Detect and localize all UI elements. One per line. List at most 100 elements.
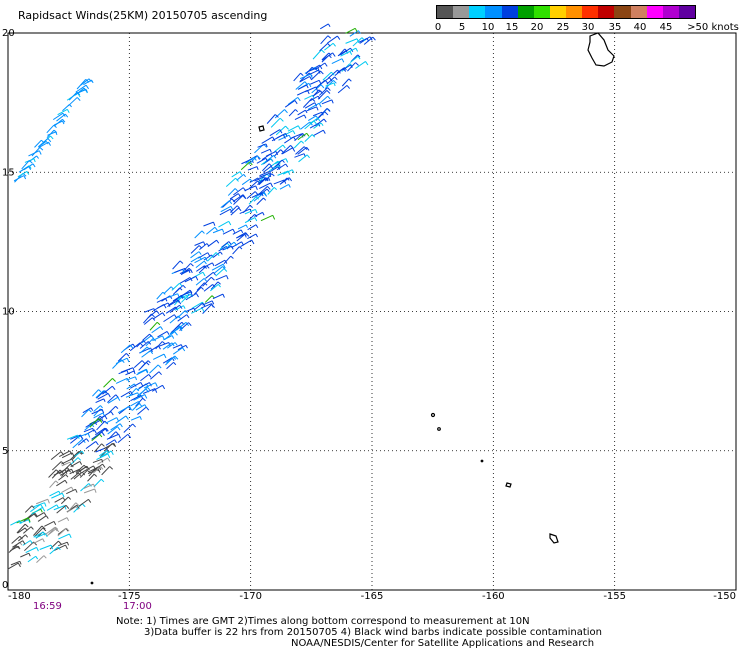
wind-barb [198, 265, 210, 274]
wind-barb [12, 540, 26, 548]
wind-barb [53, 544, 68, 552]
wind-barb [307, 102, 322, 110]
wind-barb [33, 502, 47, 508]
wind-barb [181, 291, 193, 297]
wind-barb [276, 163, 289, 171]
wind-barb [136, 388, 149, 397]
colorbar-label: 45 [659, 22, 673, 33]
colorbar-label: 40 [633, 22, 647, 33]
wind-barb [143, 317, 156, 325]
wind-barb [149, 364, 162, 374]
wind-speed-colorbar [436, 5, 696, 19]
colorbar-segment [469, 6, 486, 18]
wind-barb [120, 390, 133, 398]
wind-barb [157, 331, 170, 338]
wind-barb [30, 503, 44, 513]
wind-barb [174, 267, 188, 273]
island-dot-2 [437, 427, 441, 431]
wind-barb [200, 303, 214, 309]
wind-barb [141, 360, 151, 368]
wind-barb [28, 150, 42, 157]
wind-barb [179, 277, 193, 284]
wind-barb [91, 408, 105, 415]
wind-barb [171, 282, 183, 291]
wind-barb [91, 433, 103, 442]
wind-barb [152, 335, 165, 342]
wind-barb [166, 361, 177, 370]
wind-barb [112, 359, 125, 369]
wind-barb [312, 89, 322, 97]
wind-barb [57, 108, 70, 116]
colorbar-label: 15 [505, 22, 519, 33]
wind-barb [246, 191, 259, 199]
wind-barb [212, 293, 225, 300]
wind-barb [152, 312, 166, 320]
wind-barb [229, 193, 241, 200]
island-outlines [90, 32, 615, 585]
wind-barb [31, 507, 46, 515]
wind-barb [258, 185, 271, 195]
wind-barb [254, 211, 265, 217]
wind-barb [26, 512, 38, 520]
wind-barb [49, 480, 59, 489]
wind-barb [107, 394, 119, 403]
colorbar-segment [582, 6, 599, 18]
wind-barb [81, 409, 92, 418]
wind-barb [66, 502, 80, 513]
wind-barb [293, 140, 305, 149]
wind-barb [341, 78, 352, 87]
wind-barb [325, 82, 336, 87]
x-tick-label: -180 [8, 591, 31, 602]
wind-barb [223, 255, 234, 265]
wind-barb [320, 35, 332, 45]
wind-barb [115, 415, 129, 424]
wind-barb [163, 286, 174, 294]
wind-barb [232, 229, 244, 235]
wind-barb [174, 305, 186, 311]
wind-barb [319, 23, 331, 30]
wind-barb [49, 546, 61, 555]
wind-barb [169, 304, 183, 313]
colorbar-segment [678, 6, 695, 18]
wind-barb [33, 538, 45, 544]
wind-barb [117, 405, 133, 414]
wind-barb [184, 275, 199, 283]
wind-barb [177, 310, 189, 319]
colorbar-label: 30 [581, 22, 595, 33]
wind-barb [16, 517, 31, 524]
wind-barb [331, 58, 345, 65]
colorbar-segment [453, 6, 470, 18]
y-tick-label: 5 [2, 446, 8, 457]
wind-barb [185, 292, 199, 301]
wind-barb [284, 100, 298, 108]
wind-barb [259, 172, 272, 178]
x-tick-label: -175 [118, 591, 141, 602]
wind-barb [117, 433, 132, 443]
wind-barb [140, 374, 152, 382]
colorbar-label: 5 [458, 22, 466, 33]
wind-barb [206, 226, 218, 235]
wind-barb [46, 129, 58, 139]
note-line-3: NOAA/NESDIS/Center for Satellite Applica… [291, 638, 595, 649]
wind-barb [321, 54, 332, 63]
wind-barb [157, 302, 171, 309]
wind-barb [61, 463, 74, 473]
wind-barb [136, 369, 149, 376]
wind-barb [345, 38, 360, 44]
wind-barb [302, 98, 316, 108]
wind-barb [139, 341, 152, 349]
wind-barb [244, 208, 258, 215]
wind-barb [207, 239, 220, 247]
wind-barb [312, 111, 324, 117]
colorbar-segment [485, 6, 502, 18]
island-dot-1 [430, 412, 436, 418]
wind-barb [102, 385, 116, 395]
wind-barb [230, 207, 242, 216]
wind-barb [195, 260, 207, 269]
wind-barb [256, 157, 269, 164]
wind-barb [118, 369, 129, 375]
wind-barb [35, 498, 50, 505]
wind-barb [61, 452, 75, 459]
wind-barb [138, 362, 150, 371]
